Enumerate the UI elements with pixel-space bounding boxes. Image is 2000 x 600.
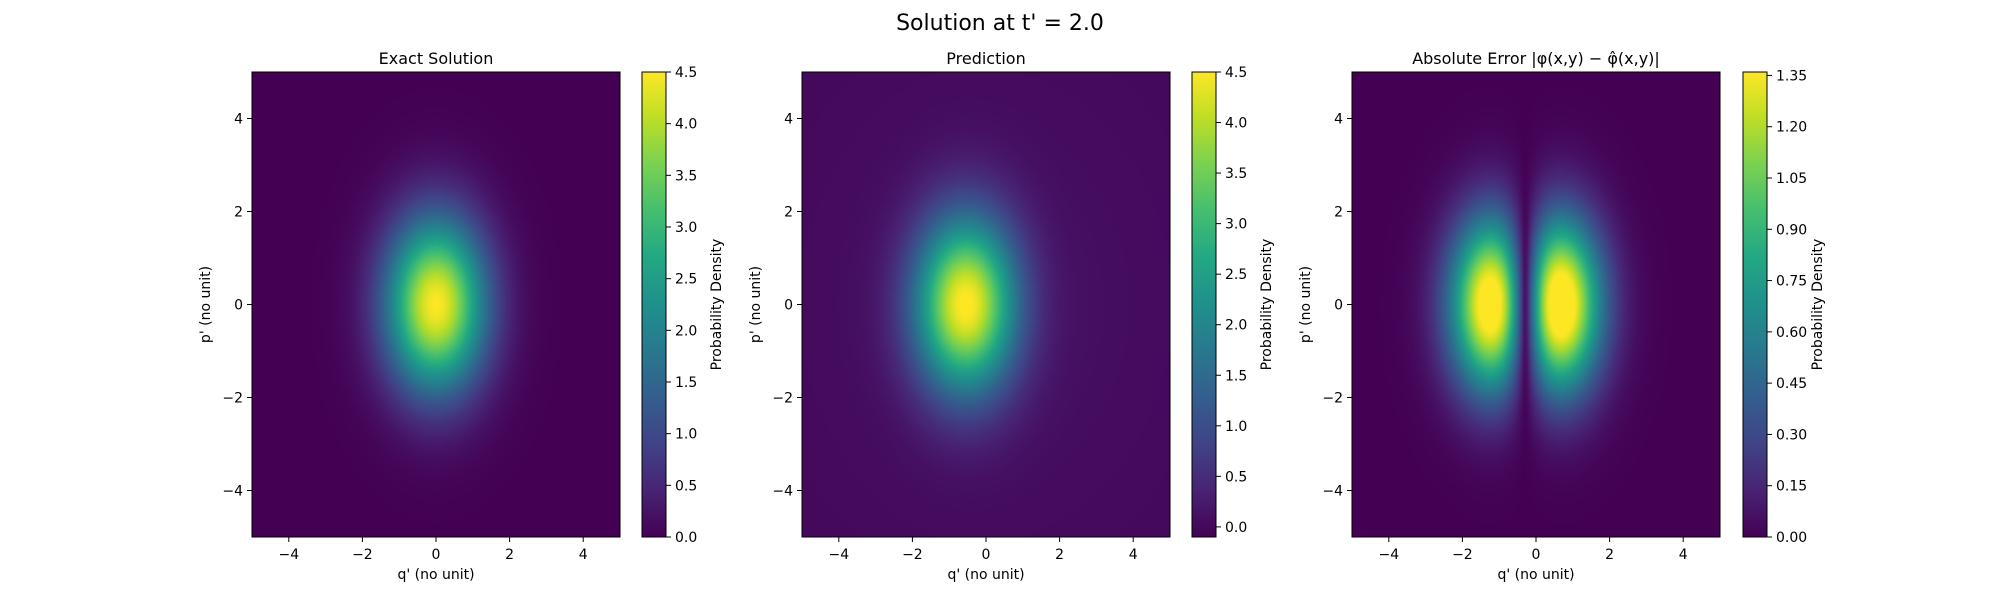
colorbar-tick-label: 0.5	[1225, 469, 1247, 485]
colorbar-tick-label: 3.5	[675, 168, 697, 184]
y-tick-label: 4	[234, 112, 243, 128]
colorbar-tick-label: 4.0	[675, 117, 697, 133]
x-tick-label: 4	[1129, 547, 1138, 563]
colorbar-tick-label: 0.45	[1776, 376, 1807, 392]
colorbar-tick-label: 0.75	[1776, 274, 1807, 290]
colorbar-tick-label: 1.05	[1776, 171, 1807, 187]
x-tick-label: 2	[1055, 547, 1064, 563]
panels: −4 −2 0 2 4 −4 −2 0 2 4 Exact Solution q' (no unit)…	[198, 49, 1826, 583]
colorbar-tick-label: 3.0	[1225, 217, 1247, 233]
x-tick-label: 2	[505, 547, 514, 563]
x-tick-label: 4	[579, 547, 588, 563]
x-axis-label: q' (no unit)	[1497, 567, 1574, 583]
colorbar-tick-label: 3.0	[675, 220, 697, 236]
x-tick-label: 0	[1532, 547, 1541, 563]
panel-title: Prediction	[946, 49, 1025, 68]
x-tick-label: −4	[828, 547, 849, 563]
panel-2: −4 −2 0 2 4 −4 −2 0 2 4 Prediction q' (no unit) p' (…	[748, 49, 1275, 583]
y-tick-label: −4	[772, 484, 793, 500]
y-tick-label: −4	[222, 484, 243, 500]
x-tick-label: 0	[432, 547, 441, 563]
colorbar-tick-label: 1.0	[675, 427, 697, 443]
colorbar-tick-label: 1.5	[675, 375, 697, 391]
colorbar-tick-label: 0.5	[675, 478, 697, 494]
colorbar-tick-label: 0.15	[1776, 479, 1807, 495]
y-axis-label: p' (no unit)	[1298, 266, 1314, 343]
x-axis-label: q' (no unit)	[947, 567, 1024, 583]
x-tick-label: −2	[1452, 547, 1473, 563]
colorbar-tick-label: 1.0	[1225, 419, 1247, 435]
panel-3: −4 −2 0 2 4 −4 −2 0 2 4 Absolute Error |φ(x,y) − φ…	[1298, 49, 1826, 583]
y-tick-label: 0	[234, 298, 243, 314]
x-tick-label: −2	[352, 547, 373, 563]
colorbar-tick-label: 4.0	[1225, 116, 1247, 132]
colorbar-tick-label: 3.5	[1225, 166, 1247, 182]
x-tick-label: −4	[1378, 547, 1399, 563]
panel-1: −4 −2 0 2 4 −4 −2 0 2 4 Exact Solution q' (no unit)…	[198, 49, 725, 583]
panel-title: Absolute Error |φ(x,y) − φ̂(x,y)|	[1412, 49, 1660, 68]
y-tick-label: −2	[222, 391, 243, 407]
colorbar-label: Probability Density	[709, 239, 725, 371]
x-tick-label: −4	[278, 547, 299, 563]
x-tick-label: −2	[902, 547, 923, 563]
colorbar-tick-label: 0.00	[1776, 530, 1807, 546]
colorbar-tick-label: 2.5	[1225, 267, 1247, 283]
figure-title: Solution at t' = 2.0	[896, 11, 1104, 36]
colorbar-tick-label: 0.60	[1776, 325, 1807, 341]
y-tick-label: 2	[1334, 205, 1343, 221]
y-tick-label: 2	[234, 205, 243, 221]
colorbar-tick-label: 0.0	[675, 530, 697, 546]
heatmap-image	[802, 72, 1170, 537]
y-tick-label: 4	[784, 112, 793, 128]
y-tick-label: 4	[1334, 112, 1343, 128]
colorbar-tick-label: 4.5	[1225, 65, 1247, 81]
x-axis-label: q' (no unit)	[397, 567, 474, 583]
heatmap-image	[252, 72, 620, 537]
colorbar-tick-label: 0.30	[1776, 427, 1807, 443]
colorbar-tick-label: 0.90	[1776, 222, 1807, 238]
colorbar-tick-label: 2.5	[675, 272, 697, 288]
colorbar	[1742, 71, 1768, 538]
y-axis-label: p' (no unit)	[748, 266, 764, 343]
y-tick-label: 2	[784, 205, 793, 221]
colorbar-tick-label: 1.5	[1225, 368, 1247, 384]
x-tick-label: 2	[1605, 547, 1614, 563]
y-tick-label: 0	[1334, 298, 1343, 314]
y-tick-label: −2	[1322, 391, 1343, 407]
colorbar-tick-label: 4.5	[675, 65, 697, 81]
colorbar-label: Probability Density	[1259, 239, 1275, 371]
colorbar-tick-label: 0.0	[1225, 520, 1247, 536]
x-tick-label: 4	[1679, 547, 1688, 563]
heatmap-image	[1352, 72, 1720, 537]
colorbar-label: Probability Density	[1810, 239, 1826, 371]
colorbar-tick-label: 2.0	[675, 323, 697, 339]
y-axis-label: p' (no unit)	[198, 266, 214, 343]
panel-title: Exact Solution	[379, 49, 494, 68]
colorbar	[1191, 71, 1217, 538]
y-tick-label: −4	[1322, 484, 1343, 500]
y-tick-label: −2	[772, 391, 793, 407]
colorbar-tick-label: 2.0	[1225, 318, 1247, 334]
y-tick-label: 0	[784, 298, 793, 314]
colorbar-tick-label: 1.35	[1776, 68, 1807, 84]
x-tick-label: 0	[982, 547, 991, 563]
colorbar-tick-label: 1.20	[1776, 120, 1807, 136]
colorbar	[641, 71, 667, 538]
